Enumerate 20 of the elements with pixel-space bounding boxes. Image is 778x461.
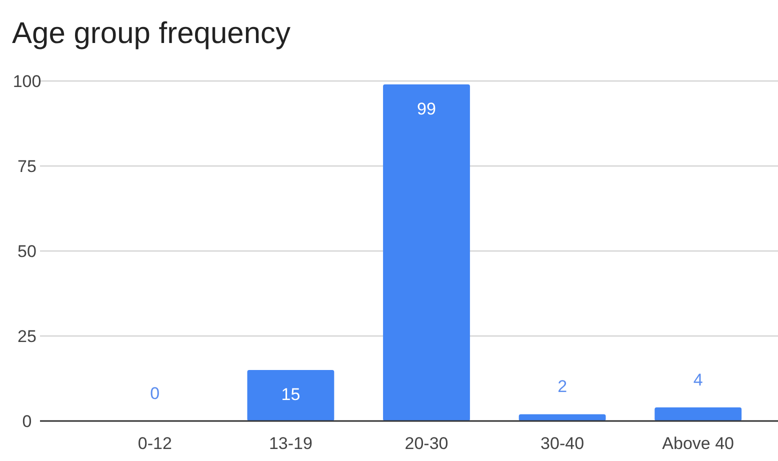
bar bbox=[247, 370, 334, 421]
data-label: 15 bbox=[281, 385, 300, 404]
data-label: 99 bbox=[417, 99, 436, 118]
y-tick-label: 100 bbox=[12, 72, 42, 91]
y-tick-label: 50 bbox=[18, 242, 36, 261]
x-tick-label: 20-30 bbox=[404, 434, 448, 453]
x-tick-label: Above 40 bbox=[662, 434, 734, 453]
y-tick-label: 75 bbox=[18, 156, 36, 176]
data-label: 4 bbox=[693, 370, 703, 390]
bar bbox=[654, 407, 742, 421]
x-tick-label: 30-40 bbox=[540, 434, 584, 453]
bar bbox=[518, 414, 606, 421]
data-label: 0 bbox=[150, 384, 160, 403]
y-tick-label: 0 bbox=[22, 412, 32, 431]
bar bbox=[383, 84, 470, 421]
x-tick-label: 13-19 bbox=[268, 434, 312, 453]
y-tick-label: 25 bbox=[18, 326, 36, 346]
x-tick-label: 0-12 bbox=[138, 434, 172, 453]
data-label: 2 bbox=[558, 377, 568, 396]
chart-title: Age group frequency bbox=[12, 17, 291, 50]
